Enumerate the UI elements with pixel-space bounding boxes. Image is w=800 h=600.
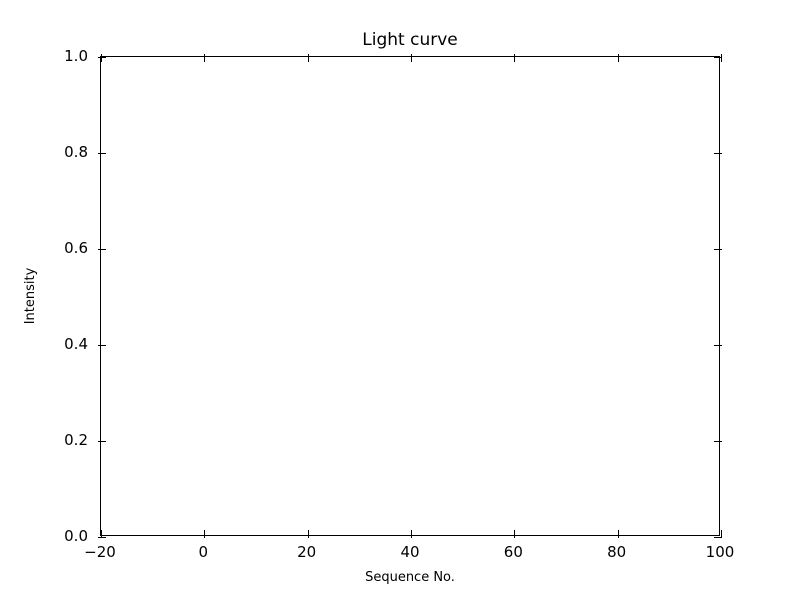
x-tick-mark xyxy=(204,530,206,538)
x-tick-mark xyxy=(411,530,412,538)
y-tick-mark-right xyxy=(714,153,722,154)
x-tick-mark-top xyxy=(204,54,206,62)
chart-title: Light curve xyxy=(362,30,458,50)
x-tick-mark xyxy=(721,530,722,538)
x-tick-label: 20 xyxy=(297,543,317,561)
x-tick-mark-top xyxy=(514,54,516,62)
x-tick-mark xyxy=(617,530,619,538)
y-tick-label: 0.4 xyxy=(64,335,88,353)
y-tick-label: 0.6 xyxy=(64,239,88,257)
x-axis-label: Sequence No. xyxy=(365,570,455,585)
plot-data-area[interactable] xyxy=(101,57,719,535)
x-tick-label: 60 xyxy=(503,543,523,561)
y-tick-mark-right xyxy=(714,441,722,442)
y-tick-mark-right xyxy=(714,345,722,346)
y-axis-label: Intensity xyxy=(23,267,38,325)
plot-axes[interactable] xyxy=(98,54,722,538)
y-tick-mark xyxy=(98,537,106,538)
x-tick-mark-top xyxy=(617,54,619,62)
y-tick-mark xyxy=(98,441,106,442)
x-tick-label: 100 xyxy=(705,543,735,561)
y-tick-label: 0.0 xyxy=(64,527,88,545)
x-tick-label: 80 xyxy=(607,543,627,561)
x-tick-mark xyxy=(101,530,102,538)
x-tick-mark-top xyxy=(101,54,102,62)
y-tick-mark xyxy=(98,57,106,58)
y-tick-mark-right xyxy=(714,249,722,250)
y-tick-mark-right xyxy=(714,537,722,538)
x-tick-mark-top xyxy=(721,54,722,62)
y-tick-mark xyxy=(98,345,106,346)
y-tick-mark xyxy=(98,153,106,154)
x-tick-mark xyxy=(514,530,516,538)
x-tick-mark-top xyxy=(307,54,309,62)
y-tick-mark-right xyxy=(714,57,722,58)
x-tick-mark-top xyxy=(411,54,412,62)
x-tick-mark xyxy=(307,530,309,538)
y-tick-mark xyxy=(98,249,106,250)
x-tick-label: 0 xyxy=(198,543,209,561)
x-tick-label: −20 xyxy=(84,543,116,561)
y-tick-label: 1.0 xyxy=(64,47,88,65)
y-tick-label: 0.2 xyxy=(64,431,88,449)
x-tick-label: 40 xyxy=(400,543,420,561)
y-tick-label: 0.8 xyxy=(64,143,88,161)
